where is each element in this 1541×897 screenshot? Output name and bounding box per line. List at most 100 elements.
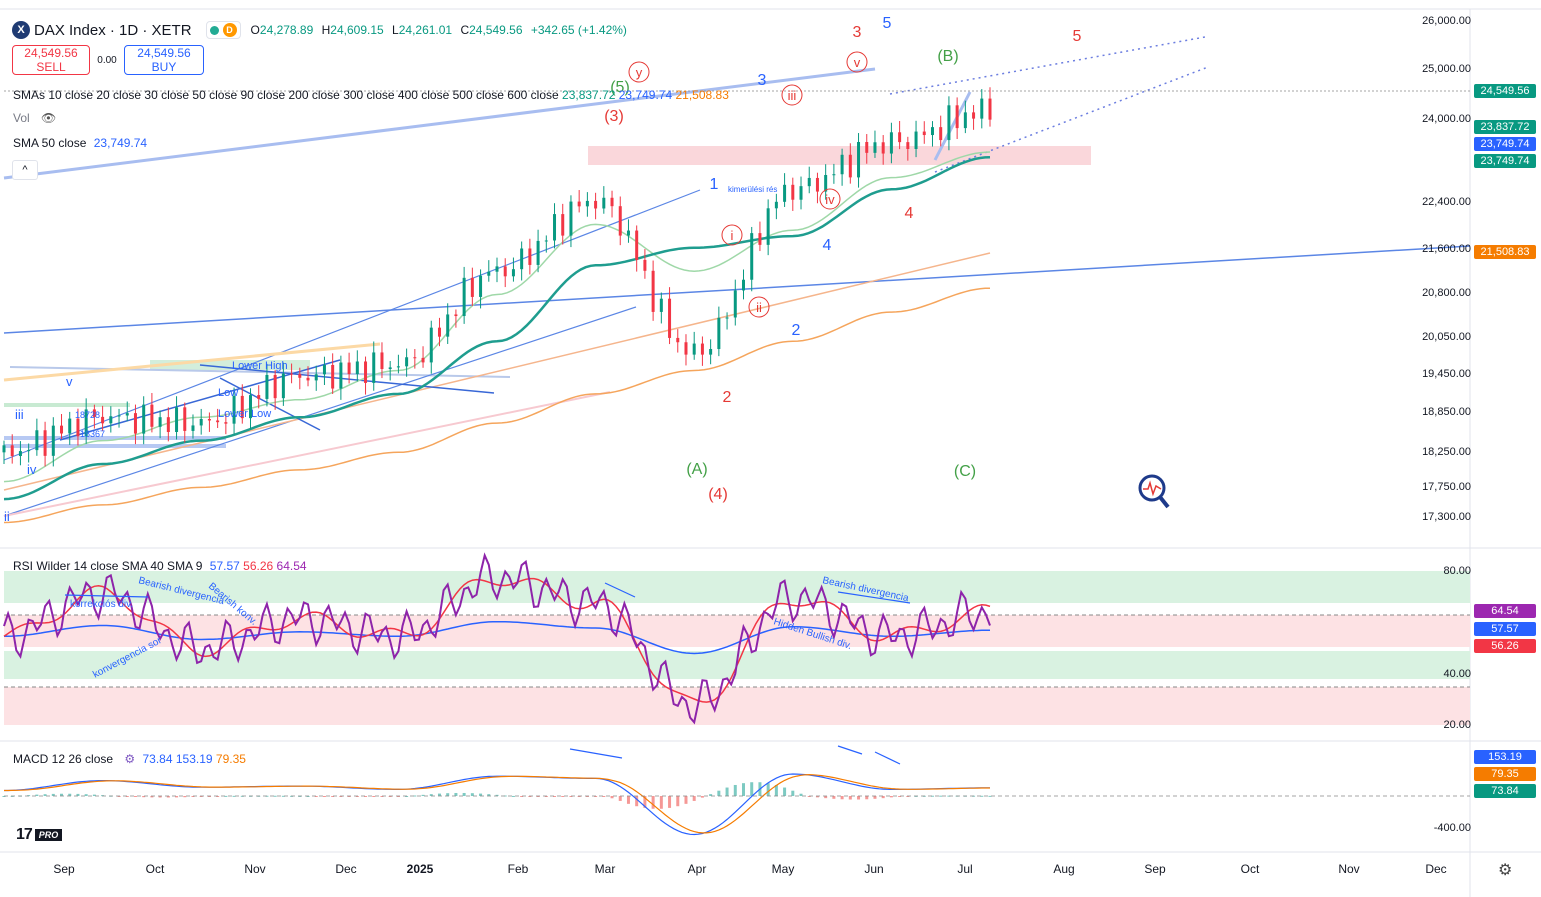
- gap-label: kimerülési rés: [728, 185, 777, 194]
- macd-legend[interactable]: MACD 12 26 close ⚙ 73.84 153.19 79.35: [13, 752, 246, 766]
- candle-body: [799, 186, 803, 200]
- open-value: 24,278.89: [259, 23, 314, 37]
- candle-body: [175, 407, 179, 432]
- time-axis-label: Sep: [53, 862, 75, 876]
- macd-bar: [520, 796, 524, 797]
- candle-body: [536, 240, 540, 265]
- market-status-badge[interactable]: D: [205, 21, 241, 39]
- rsi-axis-label: 20.00: [1443, 719, 1471, 731]
- macd-bar: [76, 793, 80, 796]
- macd-bar: [906, 796, 910, 797]
- spread-value: 0.00: [97, 54, 117, 66]
- wave-blue-1: 1: [710, 176, 719, 193]
- close-key: C: [460, 23, 470, 37]
- candle-body: [27, 450, 31, 452]
- candle-body: [963, 112, 967, 129]
- sell-label: SELL: [36, 60, 66, 74]
- candle-body: [824, 175, 828, 192]
- vol-legend[interactable]: Vol 👁: [13, 111, 56, 125]
- gear-icon[interactable]: ⚙: [1498, 862, 1513, 879]
- candle-body: [643, 259, 647, 271]
- macd-bar: [791, 790, 795, 796]
- candle-body: [988, 98, 992, 120]
- candle-body: [2, 445, 6, 453]
- market-open-dot-icon: [209, 25, 219, 35]
- candle-body: [569, 201, 573, 236]
- macd-bar: [577, 796, 581, 797]
- candle-body: [166, 417, 170, 432]
- smas-legend[interactable]: SMAs 10 close 20 close 30 close 50 close…: [13, 88, 729, 102]
- candle-body: [914, 131, 918, 149]
- time-axis-label: Nov: [1338, 862, 1360, 876]
- sma50-legend-value: 23,749.74: [93, 136, 148, 150]
- macd-bar: [68, 793, 72, 796]
- wave-blue-5: 5: [883, 15, 892, 32]
- price-axis-label: 21,600.00: [1422, 243, 1471, 255]
- candle-body: [503, 266, 507, 277]
- magnifier-icon: [1138, 474, 1170, 509]
- low-key: L: [392, 23, 399, 37]
- macd-bar: [528, 796, 532, 797]
- candle-body: [585, 200, 589, 207]
- macd-bar: [92, 794, 96, 796]
- candle-body: [470, 277, 474, 297]
- macd-bar: [561, 796, 565, 797]
- macd-bar: [207, 796, 211, 797]
- candle-body: [454, 314, 458, 317]
- candle-body: [355, 361, 359, 375]
- candle-body: [922, 131, 926, 136]
- candle-body: [577, 201, 581, 207]
- sma-line-3: [3, 287, 991, 524]
- candle-body: [750, 233, 754, 280]
- wave-circle-ii: ii: [756, 300, 762, 315]
- candle-body: [955, 105, 959, 129]
- candle-body: [191, 425, 195, 431]
- candle-body: [553, 214, 557, 241]
- wave-left-v: v: [66, 374, 73, 389]
- macd-bar: [191, 796, 195, 797]
- macd-settings-icon[interactable]: ⚙: [124, 752, 136, 766]
- sell-button[interactable]: 24,549.56 SELL: [12, 45, 90, 75]
- buy-button[interactable]: 24,549.56 BUY: [124, 45, 204, 75]
- symbol-title[interactable]: DAX Index · 1D · XETR: [34, 21, 192, 39]
- macd-bar: [273, 795, 277, 797]
- macd-bar: [692, 796, 696, 801]
- candle-body: [224, 422, 228, 424]
- low-label: Low: [218, 387, 238, 399]
- candle-body: [51, 425, 55, 456]
- macd-bar: [807, 796, 811, 797]
- rsi_badges-badge: 64.54: [1474, 604, 1536, 618]
- symbol-logo: X: [12, 21, 30, 39]
- candle-body: [68, 418, 72, 434]
- tradingview-logo[interactable]: 17 PRO: [16, 826, 63, 844]
- macd-bar: [848, 796, 852, 800]
- macd-bar: [865, 796, 869, 800]
- rsi-legend[interactable]: RSI Wilder 14 close SMA 40 SMA 9 57.57 5…: [13, 559, 307, 573]
- candle-body: [207, 418, 211, 421]
- candle-body: [668, 298, 672, 338]
- macd-bar: [125, 796, 129, 797]
- candle-body: [281, 373, 285, 399]
- candle-body: [544, 240, 548, 242]
- macd-bar: [898, 796, 902, 797]
- collapse-legend-button[interactable]: ^: [12, 160, 38, 180]
- macd-bar: [142, 796, 146, 798]
- price-axis-label: 26,000.00: [1422, 15, 1471, 27]
- candle-body: [972, 112, 976, 119]
- macd-bar: [158, 796, 162, 798]
- macd-bar: [651, 796, 655, 809]
- rsi_badges-badge: 56.26: [1474, 639, 1536, 653]
- rsi-legend-v1: 57.57: [209, 559, 240, 573]
- eye-hidden-icon[interactable]: 👁: [41, 111, 57, 125]
- sma50-legend[interactable]: SMA 50 close 23,749.74: [13, 136, 147, 150]
- macd-bar: [585, 796, 589, 797]
- chevron-up-icon: ^: [22, 164, 28, 176]
- macd-bar: [133, 796, 137, 797]
- time-axis-label: Jun: [864, 862, 884, 876]
- wave-left-iii: iii: [15, 407, 24, 422]
- candle-body: [437, 327, 441, 337]
- candle-body: [635, 230, 639, 260]
- price_badges-badge: 23,749.74: [1474, 154, 1536, 168]
- rsi-axis-label: 40.00: [1443, 668, 1471, 680]
